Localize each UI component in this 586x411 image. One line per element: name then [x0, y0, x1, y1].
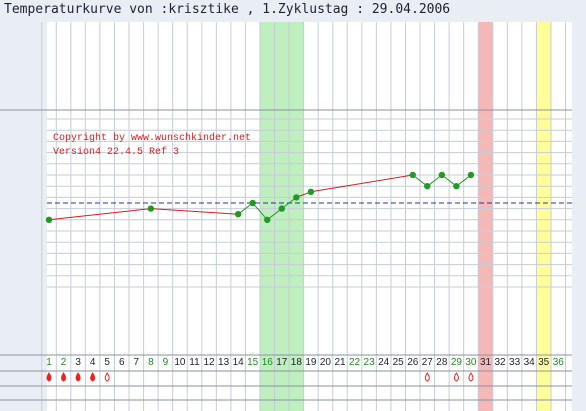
temperature-point: [234, 211, 242, 218]
temperature-point: [438, 171, 446, 179]
sst-band: [536, 22, 551, 411]
zt-day-number: 14: [233, 357, 245, 368]
temperature-point: [467, 171, 475, 179]
zt-day-number: 15: [247, 357, 259, 368]
zt-day-number: 10: [174, 357, 186, 368]
zt-day-number: 33: [509, 357, 521, 368]
zt-day-number: 23: [364, 357, 376, 368]
temperature-point: [278, 205, 285, 212]
zt-day-number: 32: [494, 357, 506, 368]
zt-day-number: 7: [134, 357, 140, 368]
temperature-point: [453, 183, 460, 190]
fertile-band: [259, 22, 304, 411]
zt-day-number: 4: [90, 357, 96, 368]
temperature-point: [424, 183, 431, 190]
zt-day-number: 26: [407, 357, 419, 368]
zt-day-number: 22: [349, 357, 361, 368]
info-rows: 1 2 3 4 5 6 7 8 9 10 11 12 13 14 15 16 17 18 19 20 21 22 23 24 2…: [46, 357, 565, 382]
zt-day-number: 30: [465, 357, 477, 368]
chart-title: Temperaturkurve von :krisztike , 1.Zyklu…: [4, 2, 451, 17]
mens-drop-icon: [468, 372, 474, 382]
mens-drop-icon: [61, 372, 67, 382]
zt-day-number: 3: [75, 357, 81, 368]
zt-day-number: 8: [148, 357, 154, 368]
zt-day-number: 27: [422, 357, 434, 368]
temperature-point: [409, 171, 416, 179]
zt-day-number: 5: [104, 357, 110, 368]
zt-day-number: 16: [262, 357, 274, 368]
curve-segment: [310, 174, 413, 193]
temperature-point: [45, 216, 53, 223]
copyright-text: Copyright by www.wunschkinder.net: [53, 132, 251, 144]
zt-day-number: 31: [480, 357, 492, 368]
temperature-point: [249, 199, 256, 207]
mens-drop-icon: [453, 372, 459, 382]
mens-drop-icon: [90, 372, 96, 382]
temperature-markers: [45, 171, 475, 223]
temperature-point: [264, 216, 271, 223]
zt-day-number: 9: [163, 357, 169, 368]
zt-day-number: 19: [305, 357, 317, 368]
zt-day-number: 6: [119, 357, 125, 368]
menstruation-band: [478, 22, 493, 411]
zt-day-number: 13: [218, 357, 230, 368]
zt-day-number: 35: [538, 357, 550, 368]
mens-drop-icon: [75, 372, 81, 382]
mens-drop-icon: [46, 372, 52, 382]
temperature-point: [147, 205, 155, 212]
zt-day-number: 12: [203, 357, 215, 368]
zt-day-number: 36: [553, 357, 565, 368]
temperature-point: [293, 194, 300, 201]
zt-day-number: 17: [276, 357, 288, 368]
mens-drop-icon: [104, 372, 110, 382]
mens-drop-icon: [424, 372, 430, 382]
zt-day-number: 11: [189, 357, 200, 368]
curve-segment: [252, 202, 268, 221]
zt-day-number: 1: [46, 357, 52, 368]
zt-day-number: 18: [291, 357, 303, 368]
chart-grid: [0, 22, 572, 411]
zt-day-number: 28: [436, 357, 448, 368]
zt-day-number: 21: [334, 357, 346, 368]
highlight-bands: [47, 22, 572, 411]
zt-day-number: 34: [524, 357, 536, 368]
zt-day-number: 25: [393, 357, 405, 368]
zt-day-number: 24: [378, 357, 390, 368]
zt-day-number: 29: [451, 357, 463, 368]
zt-day-number: 2: [61, 357, 67, 368]
temperature-point: [307, 188, 315, 195]
version-text: Version4 22.4.5 Ref 3: [53, 146, 179, 158]
zt-day-number: 20: [320, 357, 332, 368]
